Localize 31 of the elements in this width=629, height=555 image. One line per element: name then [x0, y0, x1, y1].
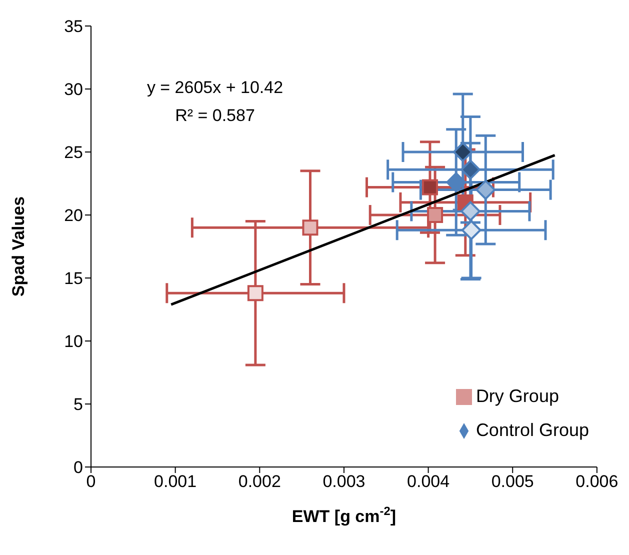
point: [460, 160, 480, 180]
legend-label: Dry Group: [476, 386, 559, 406]
y-axis-title: Spad Values: [9, 196, 28, 297]
x-tick-label: 0.002: [238, 472, 281, 492]
x-tick-label: 0.004: [407, 472, 450, 492]
x-axis-title: EWT [g cm$^{-2}$]: [292, 504, 396, 526]
annotation: R² = 0.587: [175, 106, 255, 125]
y-tick-label: 15: [64, 269, 83, 288]
point: [452, 142, 473, 162]
y-tick-label: 35: [64, 17, 83, 36]
annotation: y = 2605x + 10.42: [146, 78, 284, 97]
point: [476, 180, 496, 200]
point: [461, 220, 482, 240]
point: [427, 207, 444, 223]
x-tick-label: 0.006: [576, 472, 618, 492]
x-tick-label: 0: [86, 472, 96, 492]
x-tick-label: 0.005: [491, 472, 534, 492]
legend-label: Control Group: [476, 420, 589, 440]
y-tick-label: 20: [64, 206, 83, 226]
y-tick-label: 5: [74, 395, 83, 414]
x-tick-label: 0.001: [154, 472, 197, 492]
point: [247, 285, 264, 302]
y-tick-label: 25: [64, 143, 83, 162]
y-tick-label: 30: [64, 80, 83, 100]
y-tick-label: 0: [74, 458, 83, 478]
point: [446, 172, 466, 192]
point: [460, 201, 480, 222]
point: [422, 179, 438, 196]
x-tick-label: 0.003: [322, 472, 366, 492]
point: [302, 220, 318, 236]
y-tick-label: 10: [64, 332, 83, 352]
